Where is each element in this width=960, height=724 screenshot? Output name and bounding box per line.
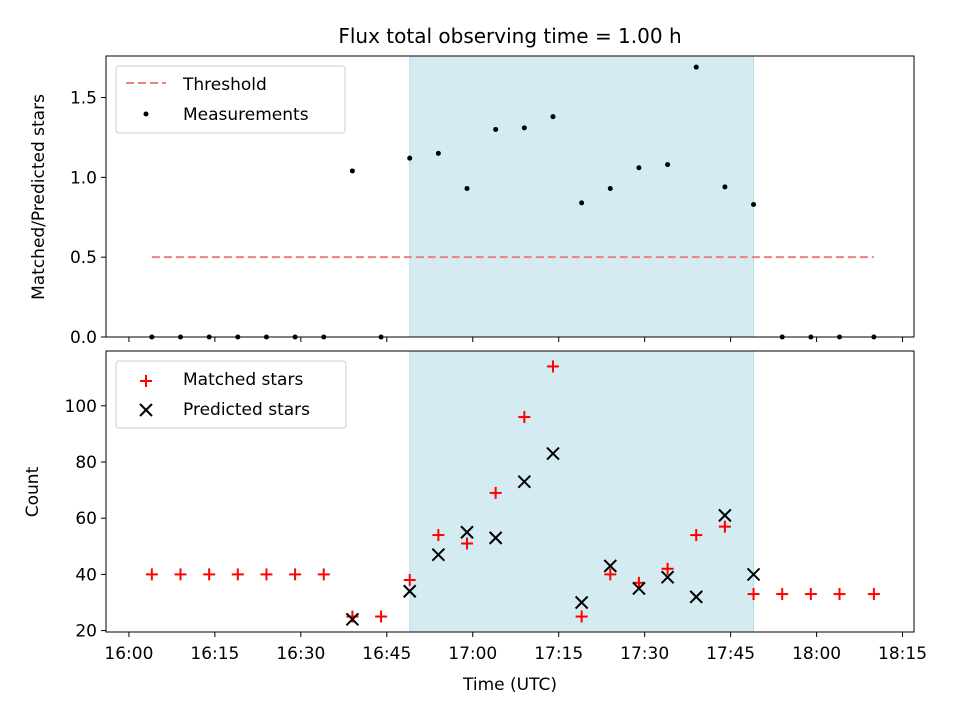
matched-star-point <box>461 537 474 550</box>
matched-star-point <box>604 568 617 581</box>
top-plot-frame <box>105 55 915 338</box>
measurement-point <box>579 200 585 206</box>
measurement-point <box>407 155 413 161</box>
x-tick-label: 16:30 <box>276 644 325 664</box>
matched-star-point <box>518 411 531 424</box>
legend-predicted-label: Predicted stars <box>183 400 310 420</box>
matched-star-point <box>289 568 302 581</box>
measurement-point <box>521 125 527 131</box>
top-panel: 0.0 0.5 1.0 1.5 Matched/Predicted stars Thr… <box>29 55 915 348</box>
top-y-axis: 0.0 0.5 1.0 1.5 <box>70 89 106 348</box>
matched-star-point <box>718 520 731 533</box>
bottom-x-axis: 16:00 16:15 16:30 16:45 17:00 17:15 17:30 17:45… <box>104 632 927 664</box>
x-tick-label: 16:15 <box>190 644 239 664</box>
legend-matched-label: Matched stars <box>183 370 303 390</box>
legend-measurements-label: Measurements <box>183 105 309 125</box>
top-legend: Threshold Measurements <box>115 65 346 134</box>
bottom-y-axis-label: Count <box>23 466 43 517</box>
measurement-point <box>493 126 499 132</box>
matched-star-point <box>867 588 880 601</box>
measurement-point <box>464 186 470 192</box>
predicted-star-point <box>546 446 560 461</box>
top-y-tick-label: 0.5 <box>70 248 97 268</box>
matched-star-point <box>403 574 416 587</box>
predicted-star-point <box>660 570 675 584</box>
matched-star-point <box>432 529 445 542</box>
matched-star-point <box>690 529 703 542</box>
measurement-point <box>751 201 757 207</box>
matched-star-point <box>174 568 187 581</box>
bottom-highlight-span <box>409 350 755 633</box>
predicted-star-point <box>632 581 646 596</box>
legend-predicted-swatch <box>139 403 153 417</box>
matched-star-point <box>661 562 674 575</box>
top-highlight-span <box>409 55 755 338</box>
predicted-star-point <box>460 525 474 539</box>
matched-star-point <box>145 568 158 581</box>
x-tick-label: 18:15 <box>878 644 927 664</box>
matched-star-point <box>260 568 273 581</box>
star-count-points <box>145 360 880 627</box>
bottom-y-tick-label: 80 <box>75 453 97 473</box>
matched-star-point <box>833 588 846 601</box>
bottom-y-tick-label: 20 <box>75 622 97 642</box>
legend-matched-swatch <box>140 375 152 387</box>
bottom-legend: Matched stars Predicted stars <box>115 360 347 429</box>
measurement-point <box>665 162 671 168</box>
bottom-y-tick-label: 40 <box>75 565 97 585</box>
matched-star-point <box>375 610 388 623</box>
x-tick-label: 17:30 <box>620 644 669 664</box>
predicted-star-point <box>718 508 732 523</box>
bottom-panel: 20 40 60 80 100 16:00 16:15 16:30 16:45 17:00 17:… <box>23 350 927 695</box>
predicted-star-point <box>403 584 417 598</box>
top-y-tick-label: 1.0 <box>70 168 97 188</box>
matched-star-point <box>575 610 588 623</box>
measurement-point <box>636 165 642 171</box>
top-y-axis-label: Matched/Predicted stars <box>29 94 49 300</box>
matched-star-point <box>632 576 645 589</box>
measurement-point <box>435 150 441 156</box>
bottom-y-tick-label: 60 <box>75 509 97 529</box>
bottom-y-tick-label: 100 <box>65 397 97 417</box>
bottom-y-axis: 20 40 60 80 100 <box>65 397 106 642</box>
measurement-point <box>722 184 728 190</box>
x-tick-label: 18:00 <box>792 644 841 664</box>
legend-threshold-label: Threshold <box>182 75 267 95</box>
predicted-star-point <box>488 531 503 545</box>
x-tick-label: 17:15 <box>534 644 583 664</box>
measurement-point <box>550 114 556 120</box>
x-tick-label: 17:45 <box>706 644 755 664</box>
predicted-star-point <box>689 590 703 604</box>
x-tick-label: 17:00 <box>448 644 497 664</box>
top-x-ticks <box>128 337 904 342</box>
chart-title: Flux total observing time = 1.00 h <box>338 24 681 48</box>
measurement-point <box>693 64 699 70</box>
legend-measurements-swatch <box>143 111 149 117</box>
matched-star-point <box>231 568 244 581</box>
x-tick-label: 16:00 <box>104 644 153 664</box>
predicted-star-point <box>603 559 617 573</box>
x-axis-label: Time (UTC) <box>462 675 557 695</box>
matched-star-point <box>546 360 559 373</box>
matched-star-point <box>776 588 789 601</box>
top-y-tick-label: 1.5 <box>70 89 97 109</box>
bottom-legend-box <box>115 360 347 429</box>
x-tick-label: 16:45 <box>362 644 411 664</box>
matched-star-point <box>804 588 817 601</box>
predicted-star-point <box>574 595 589 610</box>
predicted-star-point <box>517 474 532 489</box>
top-y-tick-label: 0.0 <box>70 328 97 348</box>
matched-star-point <box>747 588 760 601</box>
matched-star-point <box>203 568 216 581</box>
predicted-star-point <box>345 612 360 627</box>
measurement-point <box>607 186 613 192</box>
measurement-point <box>349 168 355 174</box>
predicted-star-point <box>431 548 446 562</box>
predicted-star-point <box>746 567 761 582</box>
matched-star-point <box>317 568 330 581</box>
matched-star-point <box>489 486 502 499</box>
bottom-plot-frame <box>105 350 915 633</box>
top-legend-box <box>115 65 346 134</box>
